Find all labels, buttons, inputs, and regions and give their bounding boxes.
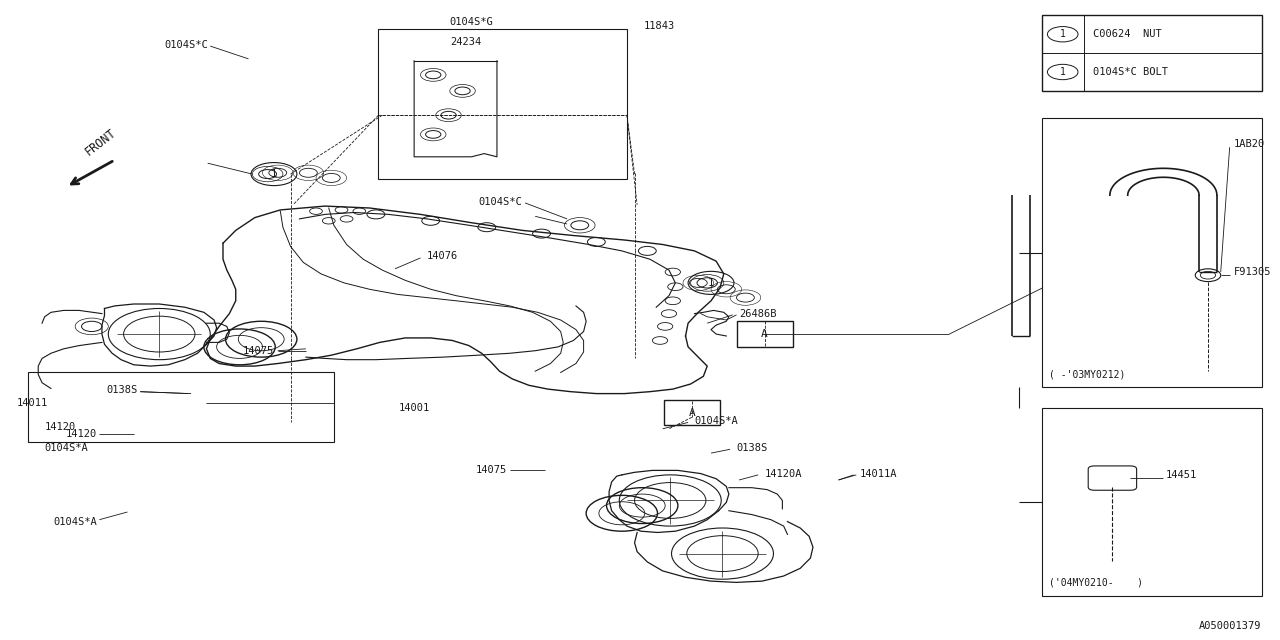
Text: A050001379: A050001379 — [1199, 621, 1262, 631]
Text: 11843: 11843 — [644, 20, 675, 31]
Text: 14451: 14451 — [1166, 470, 1197, 480]
Text: 14001: 14001 — [399, 403, 430, 413]
Text: 14011A: 14011A — [860, 468, 897, 479]
Text: 1AB20: 1AB20 — [1234, 139, 1265, 149]
Text: 14075: 14075 — [476, 465, 507, 476]
Text: 14120A: 14120A — [764, 468, 803, 479]
Text: ( -'03MY0212): ( -'03MY0212) — [1048, 369, 1125, 380]
Text: 0104S*C BOLT: 0104S*C BOLT — [1093, 67, 1169, 77]
Text: 1: 1 — [1060, 67, 1066, 77]
Text: 0104S*A: 0104S*A — [695, 416, 739, 426]
Bar — [1042, 408, 1262, 596]
Text: 0104S*G: 0104S*G — [449, 17, 494, 28]
Text: 24234: 24234 — [449, 36, 481, 47]
Text: 0104S*A: 0104S*A — [52, 516, 97, 527]
Text: 14076: 14076 — [426, 251, 458, 261]
Bar — [28, 372, 334, 442]
Text: 26486B: 26486B — [739, 308, 777, 319]
Text: 14120: 14120 — [45, 422, 76, 432]
Bar — [1042, 118, 1262, 387]
Bar — [379, 29, 627, 179]
Text: 1: 1 — [1060, 29, 1066, 39]
Text: F91305: F91305 — [1234, 267, 1271, 277]
Text: C00624  NUT: C00624 NUT — [1093, 29, 1162, 39]
Text: 1: 1 — [271, 169, 276, 179]
Text: 0104S*A: 0104S*A — [45, 443, 88, 453]
Text: 0104S*C: 0104S*C — [164, 40, 207, 50]
Text: ('04MY0210-    ): ('04MY0210- ) — [1048, 577, 1143, 588]
Text: 14120: 14120 — [65, 429, 97, 439]
Text: 0138S: 0138S — [106, 385, 138, 396]
Bar — [736, 321, 792, 347]
Text: 14075: 14075 — [243, 346, 274, 356]
Bar — [1042, 15, 1262, 91]
Bar — [664, 400, 719, 426]
Text: 0138S: 0138S — [736, 443, 768, 453]
Text: 0104S*C: 0104S*C — [479, 196, 522, 207]
Text: 14011: 14011 — [17, 398, 47, 408]
Text: 1: 1 — [708, 278, 714, 288]
Text: A: A — [762, 329, 768, 339]
Text: FRONT: FRONT — [83, 127, 119, 159]
Text: A: A — [689, 408, 695, 418]
